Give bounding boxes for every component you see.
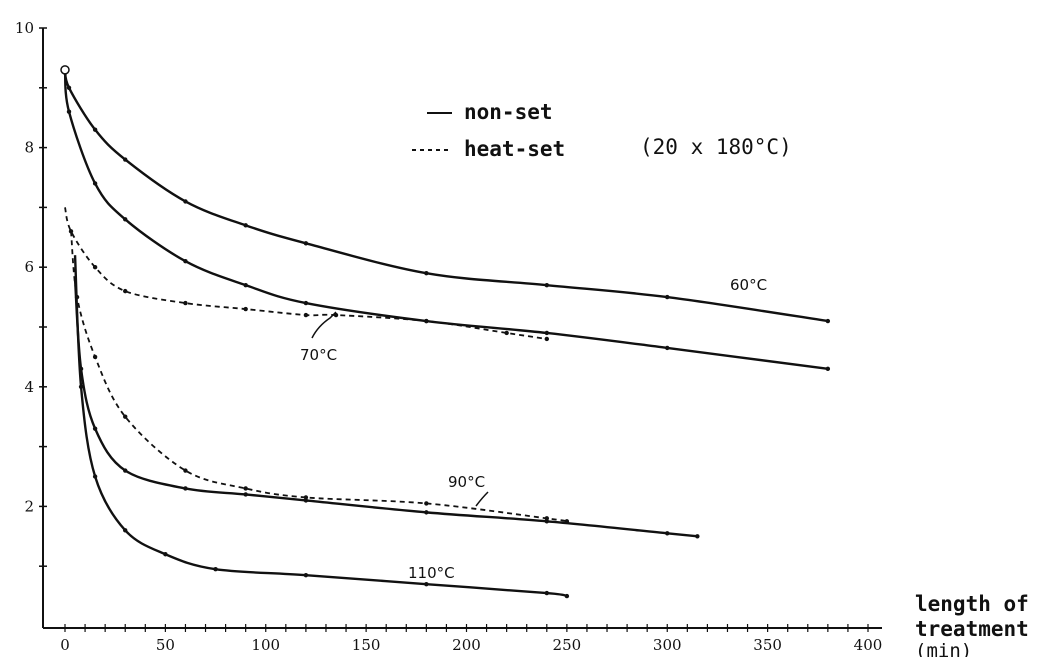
- x-axis-label-line2: treatment: [915, 617, 1029, 641]
- data-point: [504, 330, 509, 336]
- series-label-1: 70°C: [300, 346, 337, 364]
- data-point: [303, 572, 309, 578]
- series-line-5: [73, 255, 568, 598]
- data-point: [163, 552, 168, 557]
- x-axis-unit: (min): [915, 640, 972, 657]
- data-point: [92, 181, 98, 186]
- data-point: [213, 566, 218, 572]
- data-point: [183, 486, 188, 491]
- x-tick-label: 200: [452, 636, 481, 654]
- y-tick-label: 6: [24, 258, 34, 276]
- data-point: [92, 474, 98, 479]
- data-point: [183, 199, 188, 204]
- y-tick-label: 2: [24, 497, 34, 515]
- series-label-0: 60°C: [730, 276, 767, 294]
- data-point: [424, 501, 429, 506]
- series-line-3: [73, 279, 698, 538]
- data-point: [183, 468, 188, 473]
- legend: non-set heat-set (20 x 180°C): [412, 100, 792, 161]
- data-point: [544, 330, 549, 336]
- start-marker: [60, 65, 70, 75]
- data-point: [665, 345, 670, 351]
- data-point: [243, 492, 248, 497]
- data-point: [243, 282, 248, 288]
- series-line-1: [63, 69, 829, 371]
- x-tick-label: 0: [60, 636, 70, 654]
- legend-note: (20 x 180°C): [640, 135, 792, 159]
- data-point: [183, 259, 188, 264]
- series-line-4: [70, 231, 568, 523]
- data-point: [665, 531, 670, 536]
- data-point: [564, 593, 570, 599]
- data-point: [183, 300, 188, 306]
- x-tick-label: 300: [653, 636, 682, 654]
- data-point: [123, 157, 128, 162]
- y-tick-label: 10: [15, 19, 34, 37]
- series-layer: 60°C 70°C 90°C 110°C: [60, 65, 831, 599]
- data-point: [92, 354, 98, 360]
- x-tick-label: 400: [854, 636, 883, 654]
- data-point: [92, 265, 98, 270]
- y-tick-label: 4: [24, 378, 34, 396]
- data-point: [424, 270, 429, 276]
- data-point: [92, 426, 98, 431]
- data-point: [123, 288, 128, 294]
- data-point: [544, 282, 549, 288]
- data-point: [243, 223, 248, 228]
- data-point: [424, 510, 429, 515]
- data-point: [66, 85, 72, 91]
- data-point: [544, 516, 549, 521]
- series-line-0: [63, 69, 829, 323]
- data-point: [303, 312, 309, 318]
- legend-label-non-set: non-set: [464, 100, 553, 124]
- data-point: [92, 127, 98, 132]
- x-tick-label: 250: [553, 636, 582, 654]
- data-point: [825, 318, 831, 324]
- data-point: [123, 468, 128, 473]
- label-bracket-70: [311, 311, 337, 339]
- data-point: [303, 495, 309, 500]
- data-point: [123, 414, 128, 419]
- data-point: [78, 384, 84, 389]
- data-point: [695, 534, 700, 539]
- data-point: [544, 336, 549, 342]
- x-tick-label: 50: [156, 636, 175, 654]
- data-point: [243, 306, 248, 312]
- data-point: [243, 486, 248, 491]
- data-point: [825, 366, 831, 372]
- x-tick-label: 150: [352, 636, 381, 654]
- legend-label-heat-set: heat-set: [464, 137, 565, 161]
- data-point: [544, 590, 549, 596]
- x-tick-label: 100: [251, 636, 280, 654]
- x-axis-label: length of: [915, 592, 1029, 616]
- data-point: [66, 109, 72, 114]
- data-point: [424, 318, 429, 324]
- x-tick-label: 350: [753, 636, 782, 654]
- series-label-2: 90°C: [448, 473, 485, 491]
- data-point: [123, 528, 128, 533]
- series-label-3: 110°C: [408, 564, 455, 582]
- x-axis-title: length of (min) treatment: [915, 592, 1029, 657]
- data-point: [123, 217, 128, 222]
- label-bracket-90: [475, 491, 489, 507]
- data-point: [665, 294, 670, 300]
- data-point: [564, 519, 570, 524]
- data-point: [424, 581, 429, 587]
- series-line-2: [64, 207, 547, 340]
- data-point: [303, 300, 309, 306]
- data-point: [303, 241, 309, 246]
- y-tick-label: 8: [24, 139, 34, 157]
